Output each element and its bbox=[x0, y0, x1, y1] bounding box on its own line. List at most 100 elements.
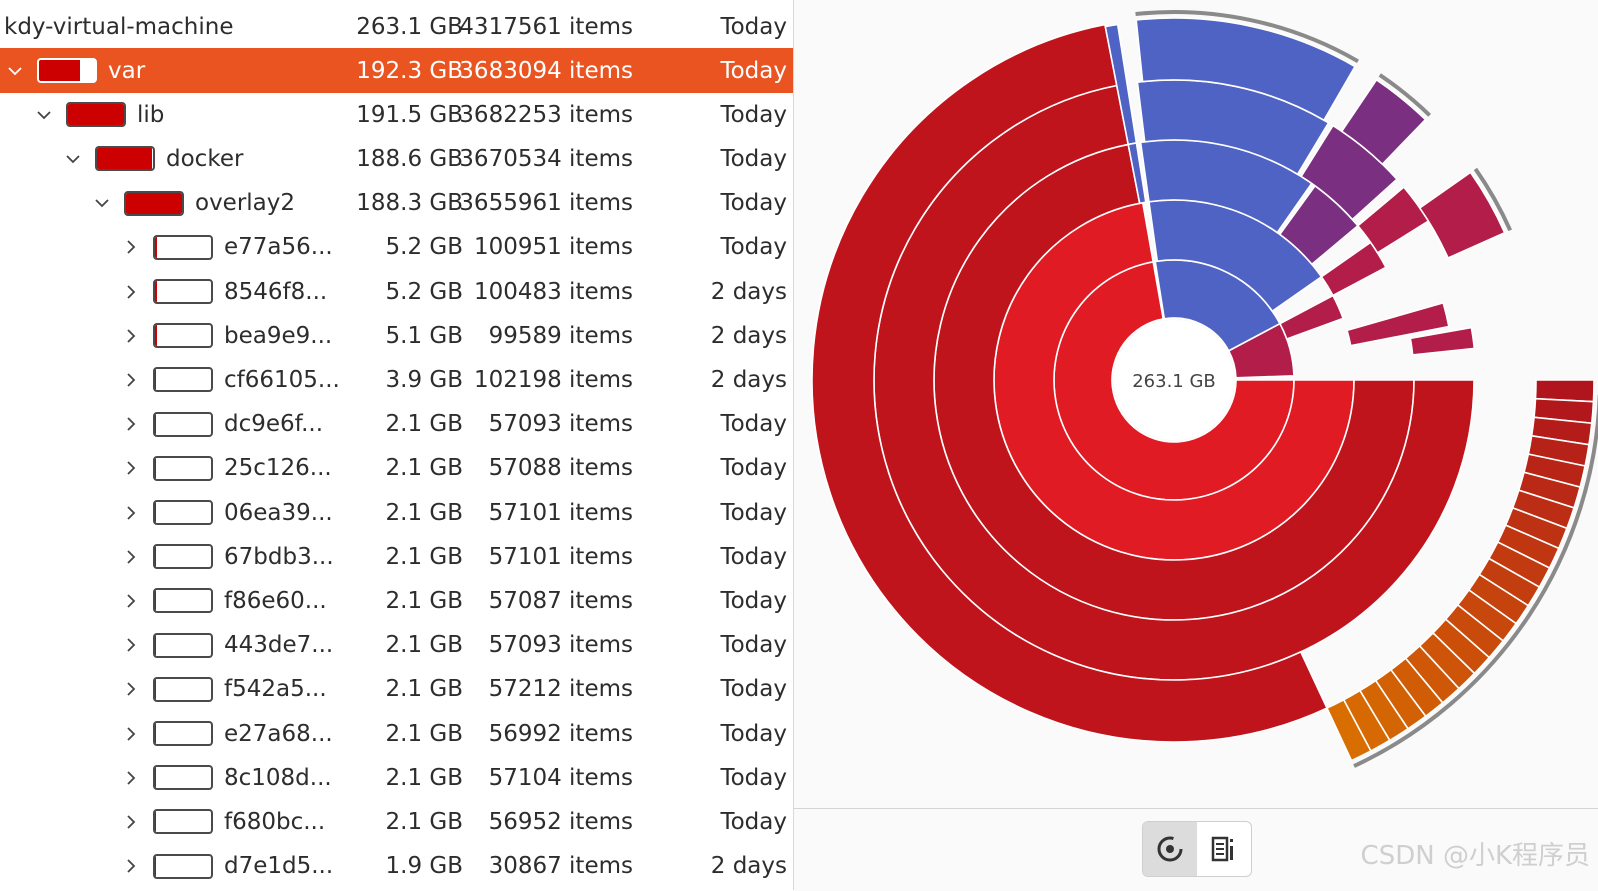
chevron-down-icon[interactable] bbox=[91, 192, 113, 214]
folder-date: Today bbox=[720, 234, 787, 261]
ring-segment-blue-5[interactable] bbox=[1135, 17, 1357, 122]
ring-segment-crimson-5[interactable] bbox=[1418, 171, 1506, 260]
ring-chart[interactable]: 263.1 GB bbox=[794, 0, 1598, 808]
folder-size: 2.1 GB bbox=[385, 543, 464, 570]
tree-row[interactable]: 25c126... 2.1 GB 57088 items Today bbox=[0, 446, 793, 491]
tree-row[interactable]: bea9e9... 5.1 GB 99589 items 2 days bbox=[0, 313, 793, 358]
ring-segment-crimson-6[interactable] bbox=[1346, 301, 1450, 347]
chevron-right-icon[interactable] bbox=[120, 413, 142, 435]
tree-row[interactable]: e27a68... 2.1 GB 56992 items Today bbox=[0, 711, 793, 756]
chevron-down-icon[interactable] bbox=[62, 148, 84, 170]
tree-row[interactable]: 8c108d... 2.1 GB 57104 items Today bbox=[0, 755, 793, 800]
chevron-right-icon[interactable] bbox=[120, 281, 142, 303]
tree-row[interactable]: 67bdb3... 2.1 GB 57101 items Today bbox=[0, 534, 793, 579]
folder-date: Today bbox=[720, 632, 787, 659]
watermark: CSDN @小K程序员 bbox=[1360, 841, 1590, 871]
chevron-right-icon[interactable] bbox=[120, 767, 142, 789]
chevron-right-icon[interactable] bbox=[120, 502, 142, 524]
tree-row[interactable]: f86e60... 2.1 GB 57087 items Today bbox=[0, 578, 793, 623]
usage-bar bbox=[153, 853, 213, 879]
ring-segment-small[interactable] bbox=[1127, 142, 1147, 205]
folder-name: bea9e9... bbox=[224, 322, 333, 349]
tree-row[interactable]: 06ea39... 2.1 GB 57101 items Today bbox=[0, 490, 793, 535]
folder-items: 99589 items bbox=[488, 322, 633, 349]
folder-items: 100951 items bbox=[473, 234, 633, 261]
root-items: 4317561 items bbox=[459, 13, 633, 40]
folder-items: 100483 items bbox=[473, 278, 633, 305]
chevron-right-icon[interactable] bbox=[120, 723, 142, 745]
folder-size: 191.5 GB bbox=[356, 101, 463, 128]
folder-date: Today bbox=[720, 499, 787, 526]
usage-bar bbox=[153, 411, 213, 437]
folder-size: 2.1 GB bbox=[385, 632, 464, 659]
ring-segment-crimson-4[interactable] bbox=[1356, 186, 1430, 254]
treemap-button[interactable] bbox=[1197, 822, 1251, 876]
folder-name: 443de7... bbox=[224, 632, 334, 659]
folder-date: Today bbox=[720, 543, 787, 570]
tree-row[interactable]: dc9e6f... 2.1 GB 57093 items Today bbox=[0, 402, 793, 447]
view-footer: CSDN @小K程序员 bbox=[794, 808, 1598, 891]
truncation-rim bbox=[1135, 10, 1359, 64]
tree-row[interactable]: overlay2 188.3 GB 3655961 items Today bbox=[0, 181, 793, 226]
folder-size: 2.1 GB bbox=[385, 808, 464, 835]
usage-bar bbox=[153, 367, 213, 393]
ring-segment-crimson-7[interactable] bbox=[1409, 326, 1476, 356]
usage-bar bbox=[153, 765, 213, 791]
ring-segment-crimson-2[interactable] bbox=[1278, 294, 1345, 340]
folder-date: Today bbox=[720, 101, 787, 128]
folder-date: Today bbox=[720, 764, 787, 791]
tree-row[interactable]: lib 191.5 GB 3682253 items Today bbox=[0, 92, 793, 137]
ring-slice-overlay2-item[interactable] bbox=[1325, 698, 1372, 762]
chevron-right-icon[interactable] bbox=[120, 236, 142, 258]
folder-items: 57093 items bbox=[488, 632, 633, 659]
folder-size: 5.1 GB bbox=[385, 322, 464, 349]
chevron-right-icon[interactable] bbox=[120, 546, 142, 568]
folder-name: var bbox=[108, 57, 146, 84]
ring-segment-purple-3[interactable] bbox=[1340, 78, 1427, 166]
folder-name: dc9e6f... bbox=[224, 411, 324, 438]
chevron-down-icon[interactable] bbox=[4, 60, 26, 82]
tree-row[interactable]: 443de7... 2.1 GB 57093 items Today bbox=[0, 623, 793, 668]
folder-size: 2.1 GB bbox=[385, 499, 464, 526]
tree-row[interactable]: cf66105... 3.9 GB 102198 items 2 days bbox=[0, 357, 793, 402]
chevron-right-icon[interactable] bbox=[120, 325, 142, 347]
folder-name: 8c108d... bbox=[224, 764, 332, 791]
ring-chart-button[interactable] bbox=[1143, 822, 1197, 876]
folder-tree[interactable]: kdy-virtual-machine 263.1 GB 4317561 ite… bbox=[0, 0, 794, 890]
tree-row[interactable]: d7e1d5... 1.9 GB 30867 items 2 days bbox=[0, 844, 793, 889]
chevron-down-icon[interactable] bbox=[33, 104, 55, 126]
folder-date: Today bbox=[720, 720, 787, 747]
folder-name: docker bbox=[166, 145, 244, 172]
tree-root-row[interactable]: kdy-virtual-machine 263.1 GB 4317561 ite… bbox=[0, 4, 793, 49]
chevron-right-icon[interactable] bbox=[120, 678, 142, 700]
folder-name: f680bc... bbox=[224, 808, 326, 835]
tree-row[interactable]: 8546f8... 5.2 GB 100483 items 2 days bbox=[0, 269, 793, 314]
ring-segment-overlay2-child[interactable] bbox=[811, 23, 1329, 743]
root-date: Today bbox=[720, 13, 787, 40]
tree-row[interactable]: e77a56... 5.2 GB 100951 items Today bbox=[0, 225, 793, 270]
folder-items: 56952 items bbox=[488, 808, 633, 835]
folder-size: 2.1 GB bbox=[385, 587, 464, 614]
folder-items: 57093 items bbox=[488, 411, 633, 438]
folder-size: 192.3 GB bbox=[356, 57, 463, 84]
usage-bar bbox=[153, 588, 213, 614]
tree-row[interactable]: var 192.3 GB 3683094 items Today bbox=[0, 48, 793, 93]
chevron-right-icon[interactable] bbox=[120, 369, 142, 391]
usage-bar bbox=[153, 279, 213, 304]
ring-center[interactable] bbox=[1114, 320, 1234, 440]
chevron-right-icon[interactable] bbox=[120, 457, 142, 479]
folder-items: 3655961 items bbox=[459, 190, 633, 217]
tree-row[interactable]: f680bc... 2.1 GB 56952 items Today bbox=[0, 799, 793, 844]
chevron-right-icon[interactable] bbox=[120, 634, 142, 656]
root-size: 263.1 GB bbox=[356, 13, 463, 40]
folder-date: 2 days bbox=[710, 322, 787, 349]
tree-row[interactable]: f542a5... 2.1 GB 57212 items Today bbox=[0, 667, 793, 712]
folder-items: 3670534 items bbox=[459, 145, 633, 172]
folder-size: 2.1 GB bbox=[385, 676, 464, 703]
usage-bar bbox=[95, 146, 155, 172]
chevron-right-icon[interactable] bbox=[120, 811, 142, 833]
center-total-label: 263.1 GB bbox=[1132, 371, 1216, 392]
chevron-right-icon[interactable] bbox=[120, 590, 142, 612]
tree-row[interactable]: docker 188.6 GB 3670534 items Today bbox=[0, 136, 793, 181]
chevron-right-icon[interactable] bbox=[120, 855, 142, 877]
